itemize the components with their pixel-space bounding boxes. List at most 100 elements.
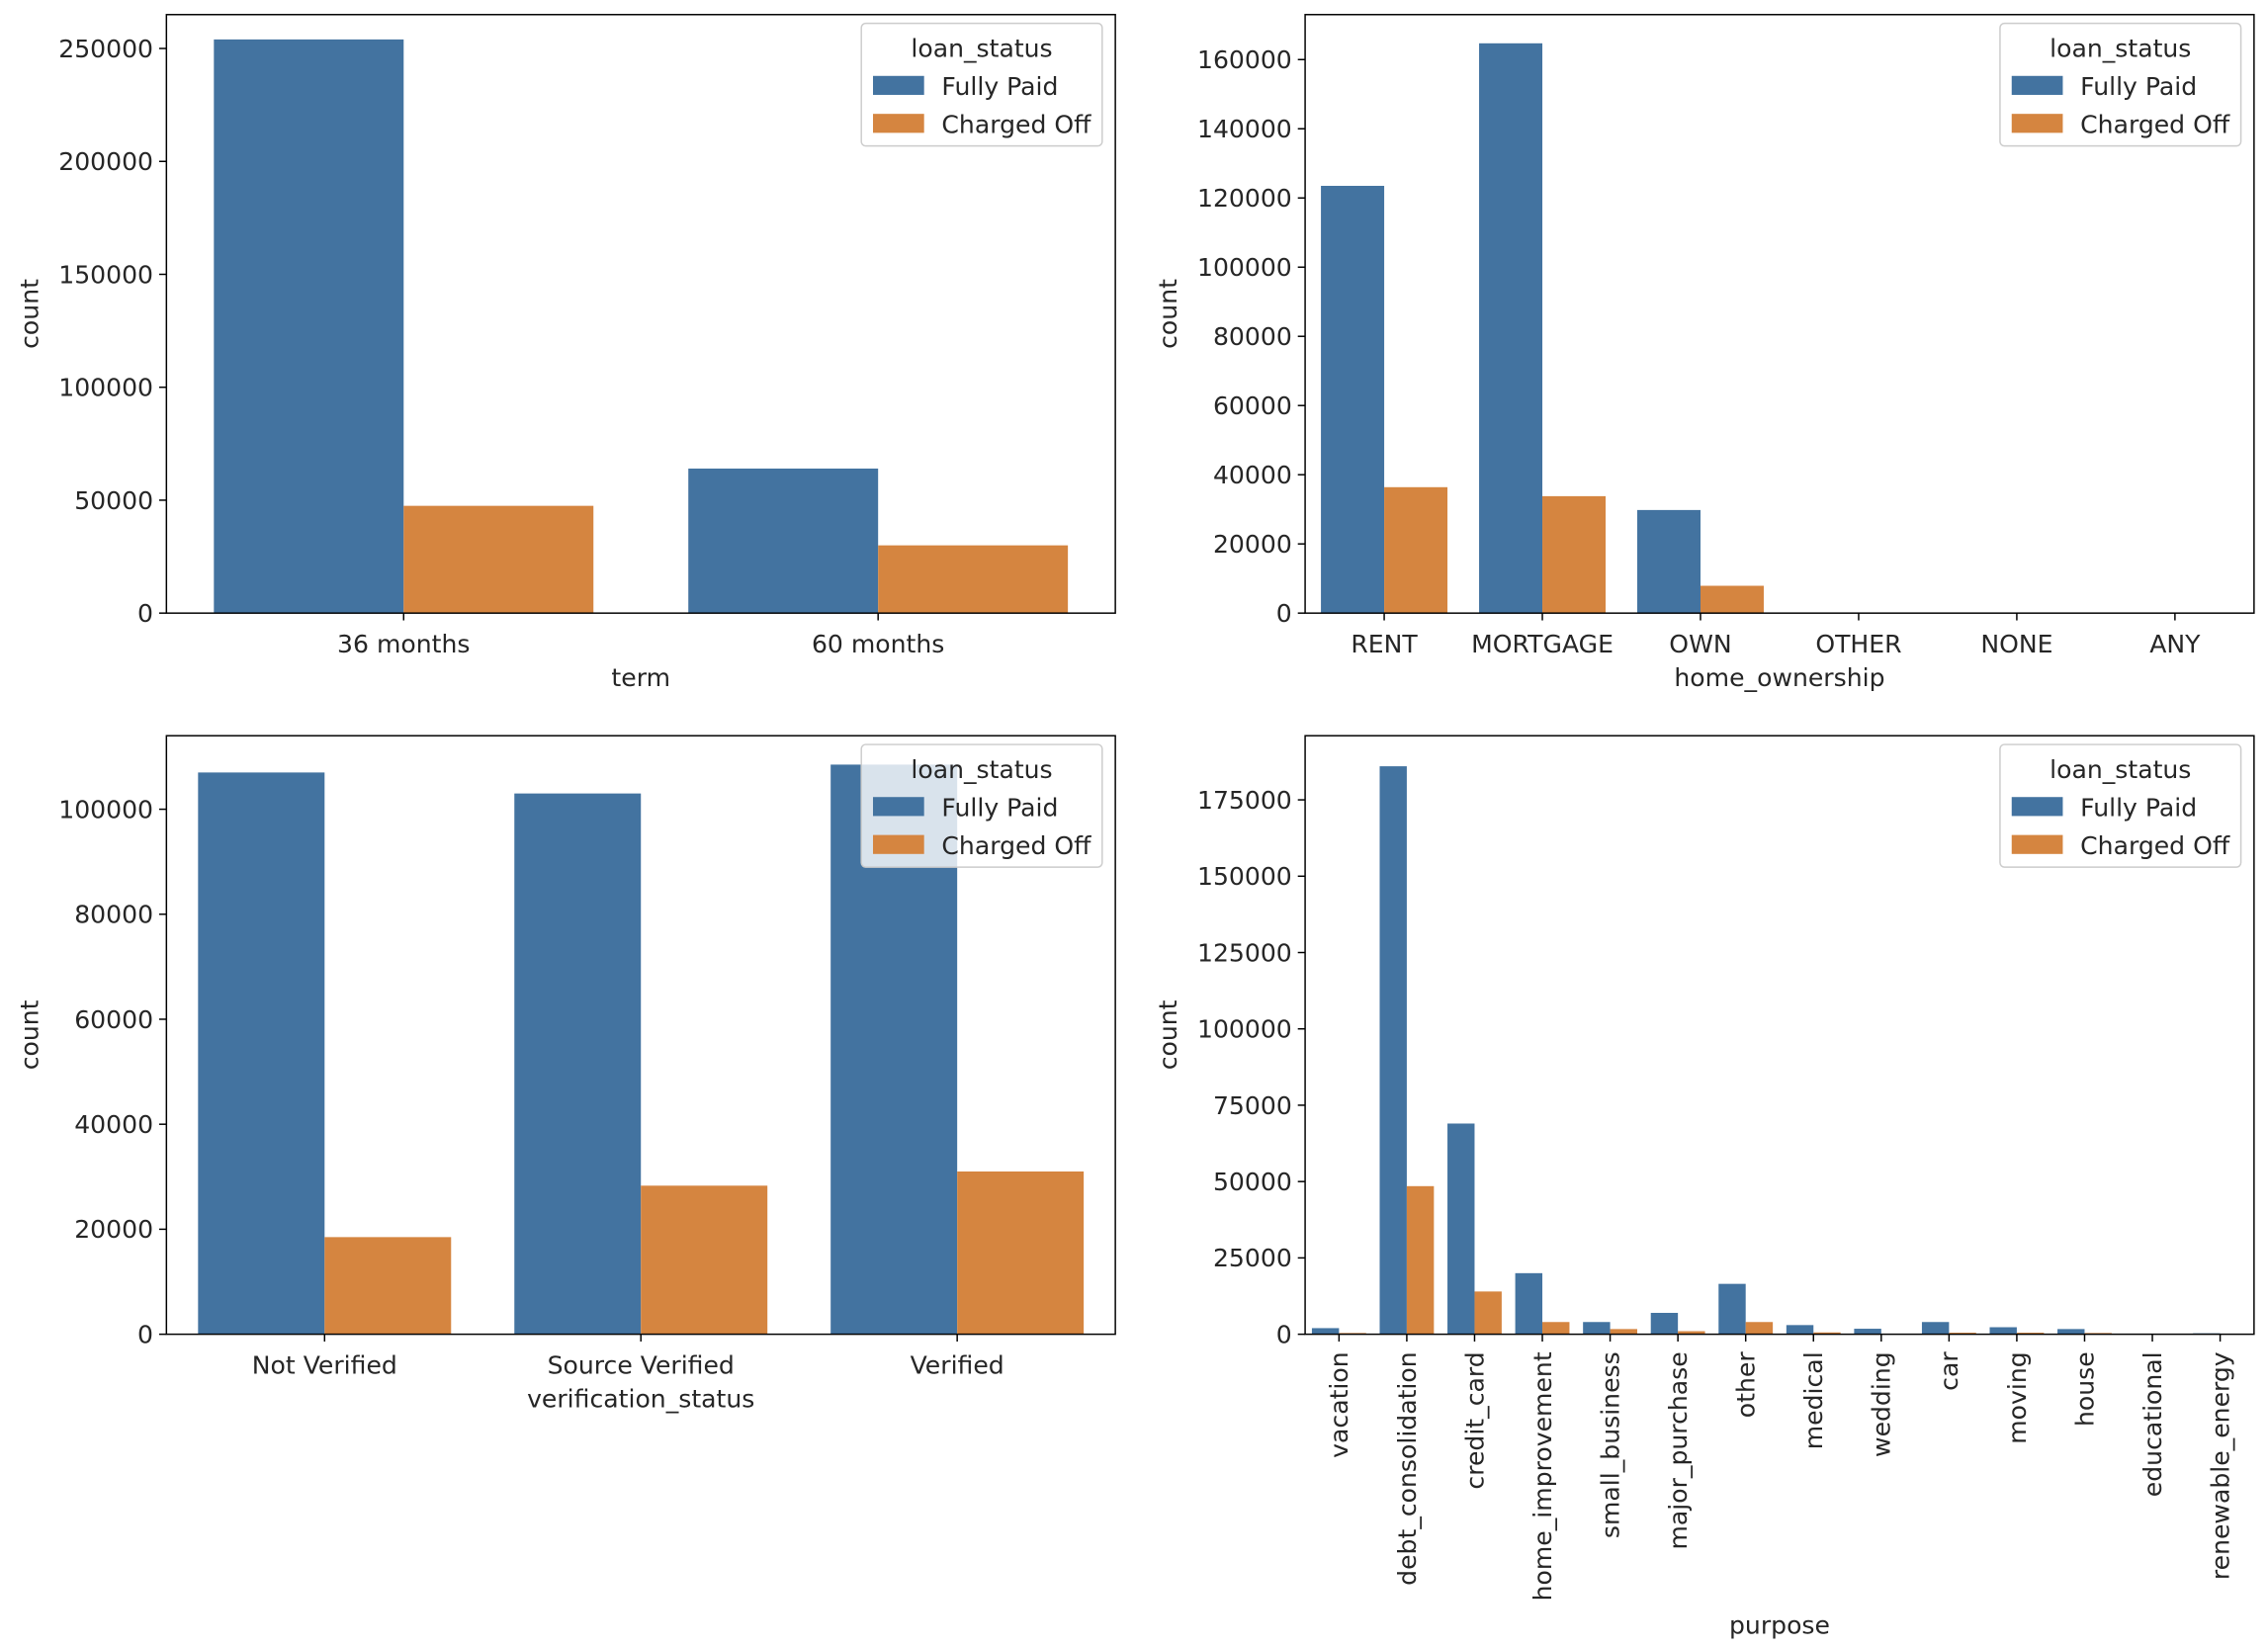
x-tick-label: vacation: [1325, 1351, 1353, 1457]
x-axis-label: verification_status: [527, 1384, 754, 1413]
x-tick-label: house: [2070, 1351, 2099, 1427]
y-tick-label: 160000: [1197, 45, 1292, 74]
legend-label-charged-off: Charged Off: [2080, 831, 2230, 860]
bar-60 months-fully-paid: [688, 469, 878, 613]
legend-title: loan_status: [911, 35, 1052, 63]
y-tick-label: 60000: [74, 1005, 153, 1034]
x-tick-label: car: [1935, 1351, 1963, 1391]
bar-OWN-charged-off: [1701, 586, 1764, 614]
legend-swatch-charged-off: [873, 114, 924, 132]
bar-moving-fully-paid: [1990, 1328, 2017, 1335]
legend-title: loan_status: [2050, 755, 2191, 784]
y-tick-label: 40000: [1213, 461, 1292, 489]
bar-Not Verified-fully-paid: [198, 772, 324, 1334]
x-tick-label: 36 months: [337, 630, 470, 658]
y-tick-label: 20000: [74, 1215, 153, 1244]
y-tick-label: 100000: [58, 795, 153, 824]
bar-Source Verified-fully-paid: [514, 794, 641, 1335]
x-tick-label: 60 months: [812, 630, 944, 658]
bar-RENT-charged-off: [1384, 487, 1447, 613]
x-tick-label: RENT: [1351, 630, 1418, 658]
x-tick-label: moving: [2003, 1351, 2032, 1443]
legend-swatch-charged-off: [2012, 114, 2063, 132]
x-tick-label: home_improvement: [1528, 1351, 1557, 1601]
x-tick-label: other: [1732, 1351, 1761, 1419]
bar-house-fully-paid: [2057, 1329, 2084, 1334]
y-tick-label: 20000: [1213, 530, 1292, 559]
x-tick-label: ANY: [2149, 630, 2201, 658]
y-tick-label: 150000: [1197, 862, 1292, 891]
legend-swatch-fully-paid: [873, 797, 924, 816]
bar-medical-fully-paid: [1787, 1325, 1813, 1334]
bar-60 months-charged-off: [878, 546, 1068, 614]
legend-title: loan_status: [2050, 35, 2191, 63]
legend-swatch-fully-paid: [2012, 76, 2063, 95]
y-tick-label: 50000: [1213, 1168, 1292, 1196]
x-tick-label: OWN: [1669, 630, 1731, 658]
x-tick-label: educational: [2138, 1351, 2167, 1497]
legend-swatch-fully-paid: [873, 76, 924, 95]
bar-small_business-charged-off: [1611, 1329, 1637, 1334]
bar-home_improvement-fully-paid: [1516, 1273, 1542, 1335]
bar-small_business-fully-paid: [1583, 1322, 1610, 1334]
bar-OWN-fully-paid: [1637, 510, 1701, 613]
y-tick-label: 0: [137, 1320, 153, 1348]
x-axis-label: home_ownership: [1674, 663, 1884, 692]
bar-credit_card-fully-paid: [1447, 1123, 1474, 1334]
bar-wedding-fully-paid: [1854, 1329, 1880, 1335]
legend: loan_status Fully Paid Charged Off: [2000, 744, 2241, 867]
y-tick-label: 150000: [58, 260, 153, 289]
x-tick-label: medical: [1799, 1351, 1828, 1449]
bar-MORTGAGE-fully-paid: [1479, 43, 1542, 613]
x-axis-label: term: [611, 663, 670, 692]
y-tick-label: 0: [1276, 599, 1292, 628]
bar-other-charged-off: [1746, 1322, 1773, 1334]
x-tick-label: major_purchase: [1664, 1351, 1693, 1549]
y-tick-label: 0: [1276, 1320, 1292, 1348]
legend-label-charged-off: Charged Off: [2080, 110, 2230, 138]
y-tick-label: 120000: [1197, 184, 1292, 213]
bar-credit_card-charged-off: [1474, 1291, 1501, 1334]
chart-panel-home-ownership: 0200004000060000800001000001200001400001…: [1154, 15, 2254, 692]
y-tick-label: 175000: [1197, 786, 1292, 815]
y-tick-label: 80000: [74, 901, 153, 929]
y-tick-label: 75000: [1213, 1091, 1292, 1120]
x-tick-label: wedding: [1868, 1351, 1896, 1457]
x-tick-label: debt_consolidation: [1393, 1351, 1422, 1585]
bar-debt_consolidation-fully-paid: [1379, 766, 1406, 1335]
y-tick-label: 100000: [1197, 1015, 1292, 1044]
x-tick-label: OTHER: [1815, 630, 1901, 658]
legend-label-fully-paid: Fully Paid: [2080, 793, 2197, 822]
bar-other-fully-paid: [1718, 1284, 1745, 1335]
legend-label-fully-paid: Fully Paid: [2080, 72, 2197, 101]
y-tick-label: 140000: [1197, 115, 1292, 143]
bar-Not Verified-charged-off: [324, 1237, 451, 1334]
x-tick-label: renewable_energy: [2206, 1351, 2234, 1580]
y-axis-label: count: [1154, 999, 1182, 1070]
bar-36 months-charged-off: [403, 506, 593, 614]
legend: loan_status Fully Paid Charged Off: [2000, 24, 2241, 146]
y-tick-label: 250000: [58, 35, 153, 63]
y-tick-label: 40000: [74, 1110, 153, 1139]
y-axis-label: count: [15, 279, 44, 349]
x-tick-label: Source Verified: [548, 1350, 735, 1379]
y-axis-label: count: [15, 999, 44, 1070]
legend-label-charged-off: Charged Off: [941, 831, 1091, 860]
x-tick-label: credit_card: [1460, 1351, 1489, 1489]
bar-debt_consolidation-charged-off: [1407, 1186, 1434, 1335]
bar-major_purchase-fully-paid: [1651, 1313, 1678, 1335]
y-tick-label: 80000: [1213, 322, 1292, 351]
x-tick-label: MORTGAGE: [1471, 630, 1614, 658]
y-tick-label: 100000: [58, 374, 153, 402]
bar-car-fully-paid: [1922, 1322, 1949, 1334]
bar-home_improvement-charged-off: [1542, 1322, 1569, 1334]
x-axis-label: purpose: [1729, 1610, 1830, 1639]
y-tick-label: 0: [137, 599, 153, 628]
chart-panel-purpose: 0250005000075000100000125000150000175000…: [1154, 736, 2254, 1639]
